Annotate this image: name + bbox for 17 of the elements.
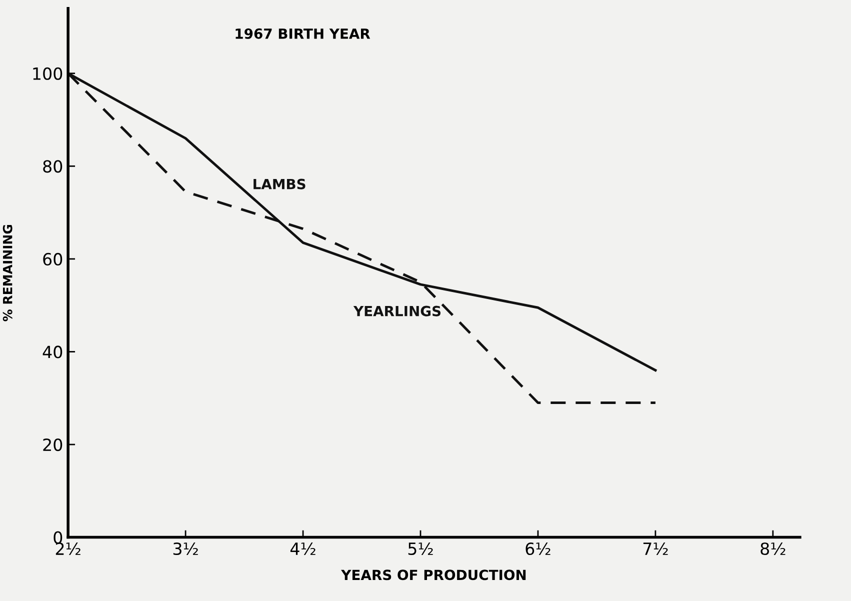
x-tick-label: 6½ bbox=[526, 542, 550, 556]
x-tick-label: 8½ bbox=[760, 542, 786, 556]
y-tick-label: 100 bbox=[33, 67, 62, 80]
y-axis-title: % REMAINING bbox=[2, 224, 12, 322]
x-axis-title: YEARS OF PRODUCTION bbox=[341, 570, 526, 580]
x-tick-label: 2½ bbox=[56, 542, 80, 556]
x-tick-label: 5½ bbox=[408, 542, 433, 556]
series-label: YEARLINGS bbox=[353, 306, 441, 316]
x-tick-label: 3½ bbox=[173, 542, 198, 556]
x-tick-label: 7½ bbox=[643, 542, 668, 556]
y-tick-label: 80 bbox=[43, 160, 62, 173]
y-tick-label: 40 bbox=[42, 346, 62, 358]
y-tick-label: 20 bbox=[43, 438, 62, 452]
series-label: LAMBS bbox=[254, 178, 306, 190]
x-tick-label: 4½ bbox=[290, 542, 316, 556]
text: 1967 BIRTH YEAR bbox=[236, 28, 370, 39]
y-tick-label: 60 bbox=[43, 252, 62, 266]
